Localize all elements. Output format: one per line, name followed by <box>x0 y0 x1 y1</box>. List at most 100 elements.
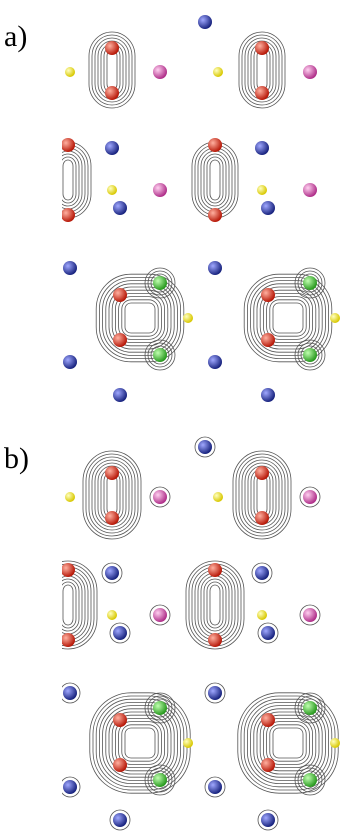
atom <box>113 626 127 640</box>
atom <box>105 511 119 525</box>
atom <box>153 490 167 504</box>
contour <box>60 582 76 628</box>
contour <box>210 585 220 625</box>
atom <box>153 608 167 622</box>
contour <box>207 157 223 203</box>
atom <box>153 773 167 787</box>
contour <box>270 300 306 336</box>
atom <box>61 138 75 152</box>
atom <box>105 86 119 100</box>
atom <box>208 138 222 152</box>
atom <box>261 813 275 827</box>
contour <box>60 157 76 203</box>
atom <box>261 388 275 402</box>
atom <box>105 41 119 55</box>
atom <box>303 490 317 504</box>
contour <box>257 50 267 90</box>
atom <box>198 15 212 29</box>
atom <box>257 610 267 620</box>
atom <box>208 686 222 700</box>
atom <box>61 563 75 577</box>
contour-panel <box>39 437 340 830</box>
atom <box>261 288 275 302</box>
atom <box>303 65 317 79</box>
atom <box>208 355 222 369</box>
atom <box>107 610 117 620</box>
atom <box>107 185 117 195</box>
atom <box>113 288 127 302</box>
contour <box>107 475 117 515</box>
panel-label: a) <box>4 20 27 53</box>
atom <box>183 738 193 748</box>
atom <box>105 466 119 480</box>
contour <box>257 475 267 515</box>
atom <box>65 492 75 502</box>
contour <box>122 725 158 761</box>
atom <box>303 276 317 290</box>
contour <box>270 725 306 761</box>
atom <box>153 348 167 362</box>
contour <box>93 696 187 790</box>
atom <box>113 713 127 727</box>
atom <box>261 626 275 640</box>
atom <box>330 313 340 323</box>
atom <box>113 201 127 215</box>
atom <box>208 563 222 577</box>
contour <box>207 582 223 628</box>
atom <box>113 758 127 772</box>
atom <box>63 355 77 369</box>
contour <box>125 728 155 758</box>
atom <box>113 333 127 347</box>
atom <box>61 208 75 222</box>
atom <box>105 566 119 580</box>
atom <box>183 313 193 323</box>
atom <box>255 86 269 100</box>
atom <box>255 41 269 55</box>
atom <box>303 348 317 362</box>
contour <box>125 303 155 333</box>
contour <box>107 50 117 90</box>
panel-label: b) <box>4 442 29 475</box>
atom <box>261 201 275 215</box>
atom <box>153 65 167 79</box>
atom <box>303 183 317 197</box>
atom <box>65 67 75 77</box>
contour <box>63 160 73 200</box>
atom <box>113 813 127 827</box>
atom <box>255 466 269 480</box>
atom <box>153 183 167 197</box>
atom <box>261 333 275 347</box>
atom <box>63 780 77 794</box>
atom <box>303 701 317 715</box>
atom <box>330 738 340 748</box>
atom <box>208 208 222 222</box>
atom <box>213 67 223 77</box>
atom <box>208 261 222 275</box>
atom <box>213 492 223 502</box>
contour <box>122 300 158 336</box>
contour-panel <box>45 15 340 402</box>
contour <box>210 160 220 200</box>
atom <box>255 566 269 580</box>
contour <box>238 693 338 793</box>
atom <box>255 141 269 155</box>
atom <box>255 511 269 525</box>
atom <box>261 758 275 772</box>
contour <box>273 303 303 333</box>
atom <box>261 713 275 727</box>
figure: a) b) <box>0 0 349 836</box>
atom <box>303 608 317 622</box>
atom <box>257 185 267 195</box>
atom <box>208 780 222 794</box>
atom <box>198 440 212 454</box>
atom <box>113 388 127 402</box>
atom <box>63 686 77 700</box>
atom <box>153 276 167 290</box>
contour <box>63 585 73 625</box>
atom <box>153 701 167 715</box>
contour <box>273 728 303 758</box>
atom <box>303 773 317 787</box>
atom <box>63 261 77 275</box>
atom <box>105 141 119 155</box>
atom <box>61 633 75 647</box>
